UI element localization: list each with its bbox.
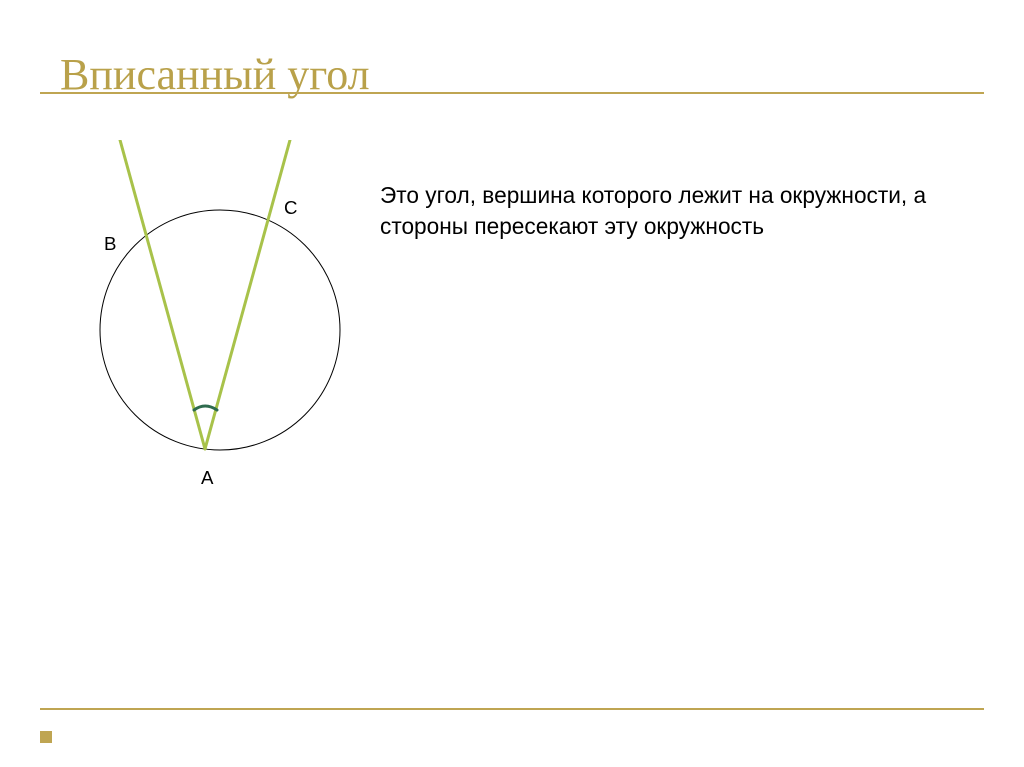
definition-text: Это угол, вершина которого лежит на окру… xyxy=(380,180,940,241)
diagram-svg xyxy=(60,140,380,500)
divider-bottom xyxy=(40,708,984,710)
divider-top xyxy=(40,92,984,94)
footer-square-icon xyxy=(40,731,52,743)
slide-page: Вписанный угол Это угол, вершина которог… xyxy=(0,0,1024,767)
inscribed-angle-diagram: A B C xyxy=(60,140,380,500)
point-label-B: B xyxy=(104,233,116,255)
point-label-C: C xyxy=(284,197,297,219)
point-label-A: A xyxy=(201,467,213,489)
